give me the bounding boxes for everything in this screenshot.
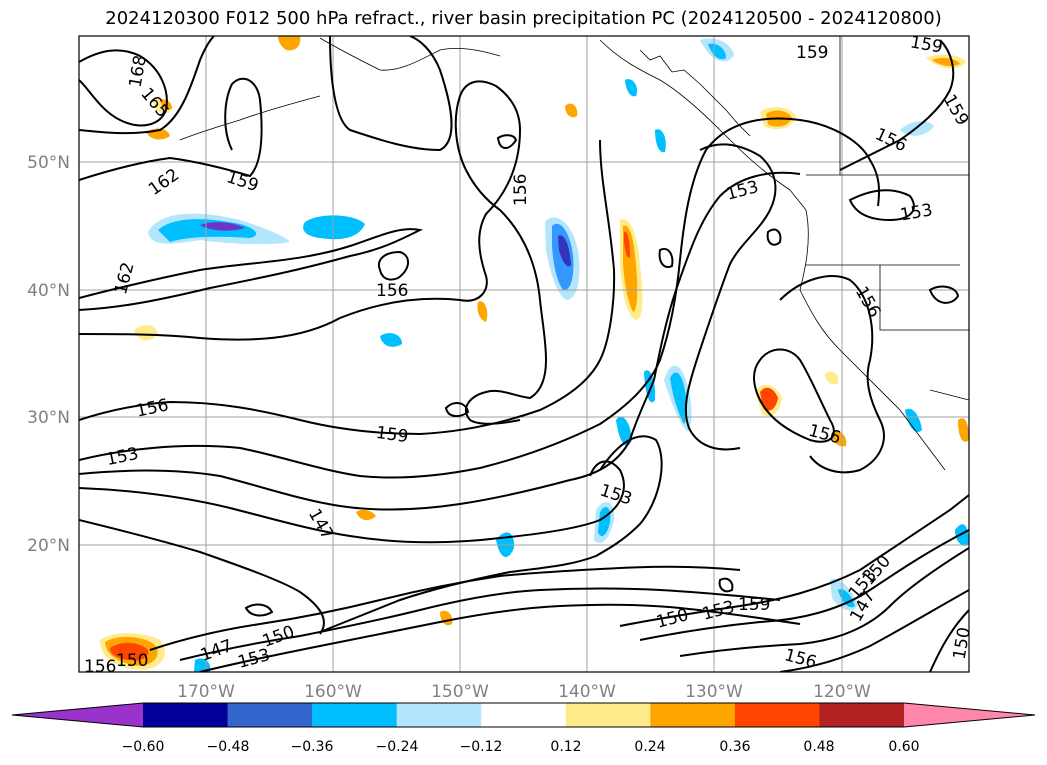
colorbar-tick-label: 0.24 [634,739,665,755]
colorbar-segment [734,703,820,727]
contour-label: 156 [376,281,408,301]
colorbar-segment [396,703,482,727]
colorbar-segment [143,703,229,727]
map-title: 2024120300 F012 500 hPa refract., river … [105,8,942,29]
colorbar-tick-label: −0.60 [122,739,165,755]
colorbar-segment [819,703,905,727]
lat-label: 50°N [27,153,70,173]
colorbar-tick-label: −0.36 [291,739,334,755]
lon-label: 150°W [431,682,489,702]
longitude-labels: 170°W 160°W 150°W 140°W 130°W 120°W [177,682,871,702]
contour-label: 159 [796,43,828,63]
lat-label: 20°N [27,536,70,556]
colorbar-tick-label: −0.12 [460,739,503,755]
lon-label: 170°W [177,682,235,702]
contour-lines [79,36,969,672]
colorbar-tick-label: −0.24 [376,739,419,755]
gridlines [79,36,969,672]
contour-label: 156 [84,657,116,677]
colorbar-segment [312,703,398,727]
colorbar-tick-label: −0.48 [207,739,250,755]
contour-label: 159 [909,32,944,57]
colorbar-tick-label: 0.36 [719,739,750,755]
colorbar-segment [227,703,313,727]
colorbar-tick-label: 0.60 [888,739,919,755]
plot-area: 168 165 162 159 162 156 156 156 159 153 … [79,32,975,677]
latitude-labels: 50°N 40°N 30°N 20°N [27,153,70,556]
lon-label: 140°W [558,682,616,702]
colorbar-tick-label: 0.48 [803,739,834,755]
lat-label: 40°N [27,281,70,301]
colorbar-tick-label: 0.12 [550,739,581,755]
lon-label: 160°W [304,682,362,702]
colorbar-ticks: −0.60 −0.48 −0.36 −0.24 −0.12 0.12 0.24 … [122,739,920,755]
contour-label: 159 [375,423,410,447]
contour-label: 156 [511,174,531,206]
contour-label: 150 [116,651,148,671]
colorbar-segment [650,703,736,727]
colorbar-extend-min [12,703,143,727]
colorbar-extend-max [904,703,1035,727]
lon-label: 120°W [813,682,871,702]
colorbar-segment [481,703,567,727]
lat-label: 30°N [27,408,70,428]
contour-label: 159 [738,595,770,615]
colorbar [11,702,1036,728]
lon-label: 130°W [685,682,743,702]
coastlines [179,36,969,471]
colorbar-outline [11,702,1036,728]
colorbar-segment [565,703,651,727]
plot-frame [78,35,970,673]
contour-label: 150 [950,626,975,661]
